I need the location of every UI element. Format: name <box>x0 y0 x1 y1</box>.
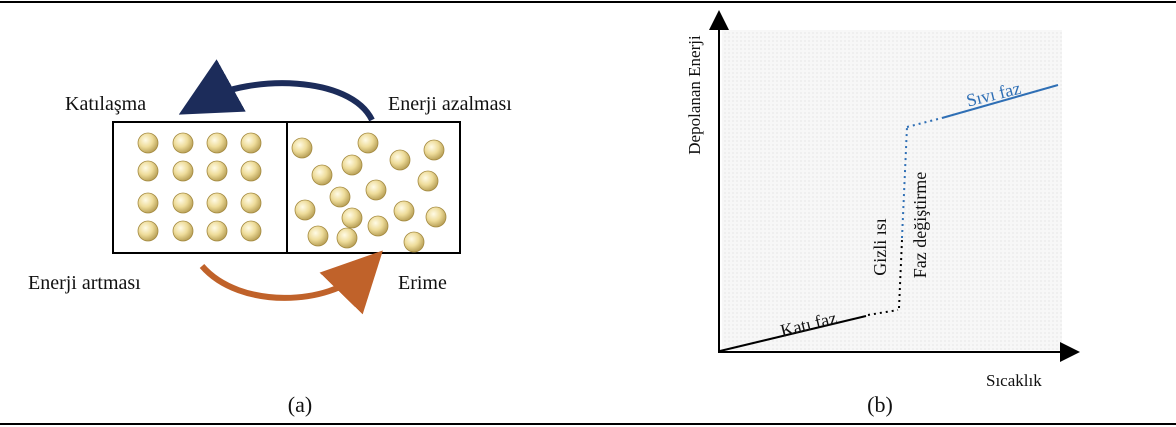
particle <box>241 193 261 213</box>
particle <box>418 171 438 191</box>
particle <box>138 193 158 213</box>
axis-label: Sıcaklık <box>986 371 1042 390</box>
particle <box>138 161 158 181</box>
particle <box>426 207 446 227</box>
arrow-solidify <box>205 83 372 120</box>
panel-b: Depolanan Enerji Sıcaklık Katı faz Gizli… <box>685 14 1076 417</box>
particle <box>358 133 378 153</box>
particle <box>138 133 158 153</box>
particle <box>173 161 193 181</box>
label: Enerji azalması <box>388 93 512 115</box>
particle <box>207 133 227 153</box>
particle <box>366 180 386 200</box>
caption: (a) <box>288 392 312 417</box>
panel-a: Katılaşma Enerji azalması Enerji artması… <box>28 83 512 417</box>
particle <box>342 155 362 175</box>
label: Faz değiştirme <box>910 172 930 278</box>
particle <box>173 221 193 241</box>
caption: (b) <box>867 392 893 417</box>
particle <box>173 133 193 153</box>
particle <box>207 221 227 241</box>
particle <box>173 193 193 213</box>
particle <box>312 165 332 185</box>
particle <box>241 221 261 241</box>
particle <box>207 161 227 181</box>
label: Enerji artması <box>28 272 141 294</box>
particle <box>241 133 261 153</box>
particle <box>292 138 312 158</box>
particle <box>138 221 158 241</box>
particle <box>207 193 227 213</box>
particle <box>424 140 444 160</box>
particle <box>295 200 315 220</box>
label: Gizli ısı <box>870 218 890 276</box>
label: Katılaşma <box>65 93 146 115</box>
particle <box>330 187 350 207</box>
particle <box>308 226 328 246</box>
particle <box>241 161 261 181</box>
arrow-melt <box>202 266 362 298</box>
particle <box>394 201 414 221</box>
particle <box>390 150 410 170</box>
label: Erime <box>398 272 447 294</box>
axis-label: Depolanan Enerji <box>685 35 704 155</box>
particle <box>404 232 424 252</box>
particle <box>337 228 357 248</box>
particle <box>368 216 388 236</box>
particle <box>342 208 362 228</box>
figure: Katılaşma Enerji azalması Enerji artması… <box>0 0 1176 427</box>
background <box>722 30 1062 350</box>
